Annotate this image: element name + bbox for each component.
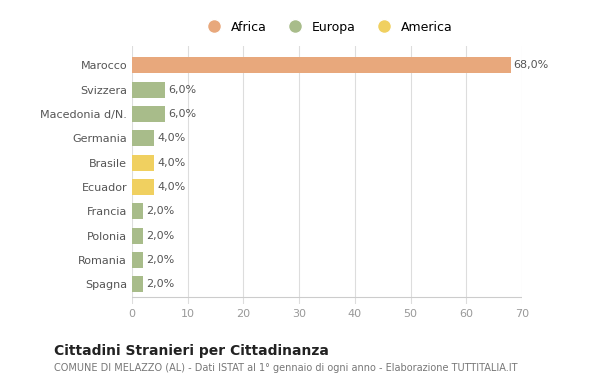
- Bar: [132, 228, 143, 244]
- Text: 2,0%: 2,0%: [146, 231, 174, 241]
- Bar: [132, 106, 166, 122]
- Bar: [132, 252, 143, 268]
- Text: 4,0%: 4,0%: [157, 158, 185, 168]
- Text: 6,0%: 6,0%: [168, 109, 196, 119]
- Text: Cittadini Stranieri per Cittadinanza: Cittadini Stranieri per Cittadinanza: [54, 344, 329, 358]
- Bar: [132, 82, 166, 98]
- Text: COMUNE DI MELAZZO (AL) - Dati ISTAT al 1° gennaio di ogni anno - Elaborazione TU: COMUNE DI MELAZZO (AL) - Dati ISTAT al 1…: [54, 363, 517, 373]
- Text: 4,0%: 4,0%: [157, 133, 185, 143]
- Bar: [132, 155, 154, 171]
- Bar: [132, 130, 154, 146]
- Bar: [132, 179, 154, 195]
- Legend: Africa, Europa, America: Africa, Europa, America: [196, 16, 458, 39]
- Text: 2,0%: 2,0%: [146, 206, 174, 216]
- Text: 2,0%: 2,0%: [146, 279, 174, 289]
- Text: 6,0%: 6,0%: [168, 85, 196, 95]
- Bar: [132, 276, 143, 292]
- Text: 2,0%: 2,0%: [146, 255, 174, 265]
- Bar: [132, 57, 511, 73]
- Text: 4,0%: 4,0%: [157, 182, 185, 192]
- Text: 68,0%: 68,0%: [514, 60, 549, 70]
- Bar: [132, 203, 143, 219]
